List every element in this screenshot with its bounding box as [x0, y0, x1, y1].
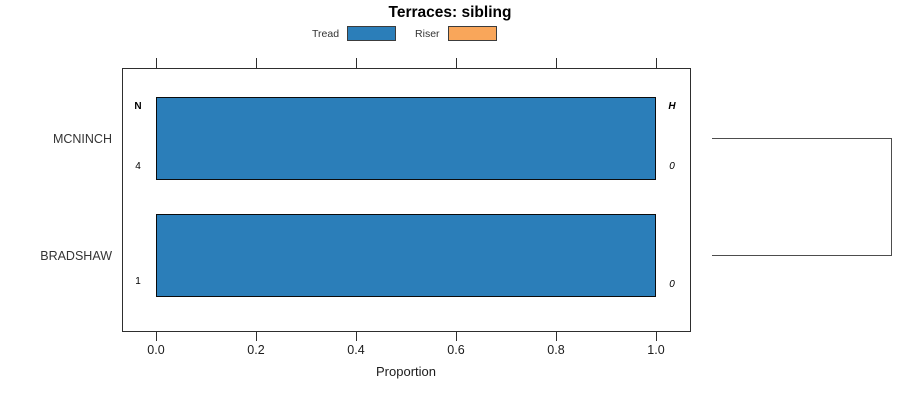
x-axis-tick-top [256, 58, 258, 68]
x-axis-tick-bottom [656, 331, 658, 341]
x-tick-label: 1.0 [647, 343, 665, 357]
annotation-h-value-bradshaw: 0 [669, 279, 675, 290]
x-axis-tick-bottom [556, 331, 558, 341]
chart-title: Terraces: sibling [388, 4, 512, 21]
x-tick-label: 0.2 [247, 343, 265, 357]
x-axis-tick-top [656, 58, 658, 68]
legend-label-tread: Tread [312, 27, 340, 40]
x-tick-label: 0.4 [347, 343, 365, 357]
x-axis-tick-top [356, 58, 358, 68]
category-label-bradshaw: BRADSHAW [40, 249, 112, 263]
legend-swatch-tread [347, 26, 397, 41]
annotation-n-header: N [134, 101, 142, 112]
legend-label-riser: Riser [415, 27, 440, 40]
x-axis-tick-top [456, 58, 458, 68]
x-tick-label: 0.8 [547, 343, 565, 357]
cluster-bracket-top-line [712, 138, 892, 140]
legend-swatch-riser [447, 26, 497, 41]
annotation-h-value-mcninch: 0 [669, 161, 675, 172]
x-axis-tick-bottom [456, 331, 458, 341]
x-tick-label: 0.0 [147, 343, 165, 357]
x-axis-tick-bottom [356, 331, 358, 341]
cluster-bracket-vertical-line [891, 138, 893, 256]
x-tick-label: 0.6 [447, 343, 465, 357]
legend: Tread Riser [312, 25, 497, 42]
x-axis-tick-top [156, 58, 158, 68]
bar-track [156, 97, 656, 180]
legend-item-tread: Tread [312, 26, 397, 41]
category-label-mcninch: MCNINCH [52, 132, 112, 146]
annotation-n-value-bradshaw: 1 [135, 276, 141, 287]
bar-tread-bradshaw [156, 214, 656, 297]
x-axis-tick-top [556, 58, 558, 68]
annotation-h-header: H [668, 101, 676, 112]
cluster-bracket-bottom-line [712, 255, 892, 257]
x-axis-tick-bottom [256, 331, 258, 341]
x-axis-tick-bottom [156, 331, 158, 341]
bar-track [156, 214, 656, 297]
x-axis-title: Proportion [376, 364, 436, 379]
bar-tread-mcninch [156, 97, 656, 180]
annotation-n-value-mcninch: 4 [135, 161, 141, 172]
legend-item-riser: Riser [415, 26, 497, 41]
